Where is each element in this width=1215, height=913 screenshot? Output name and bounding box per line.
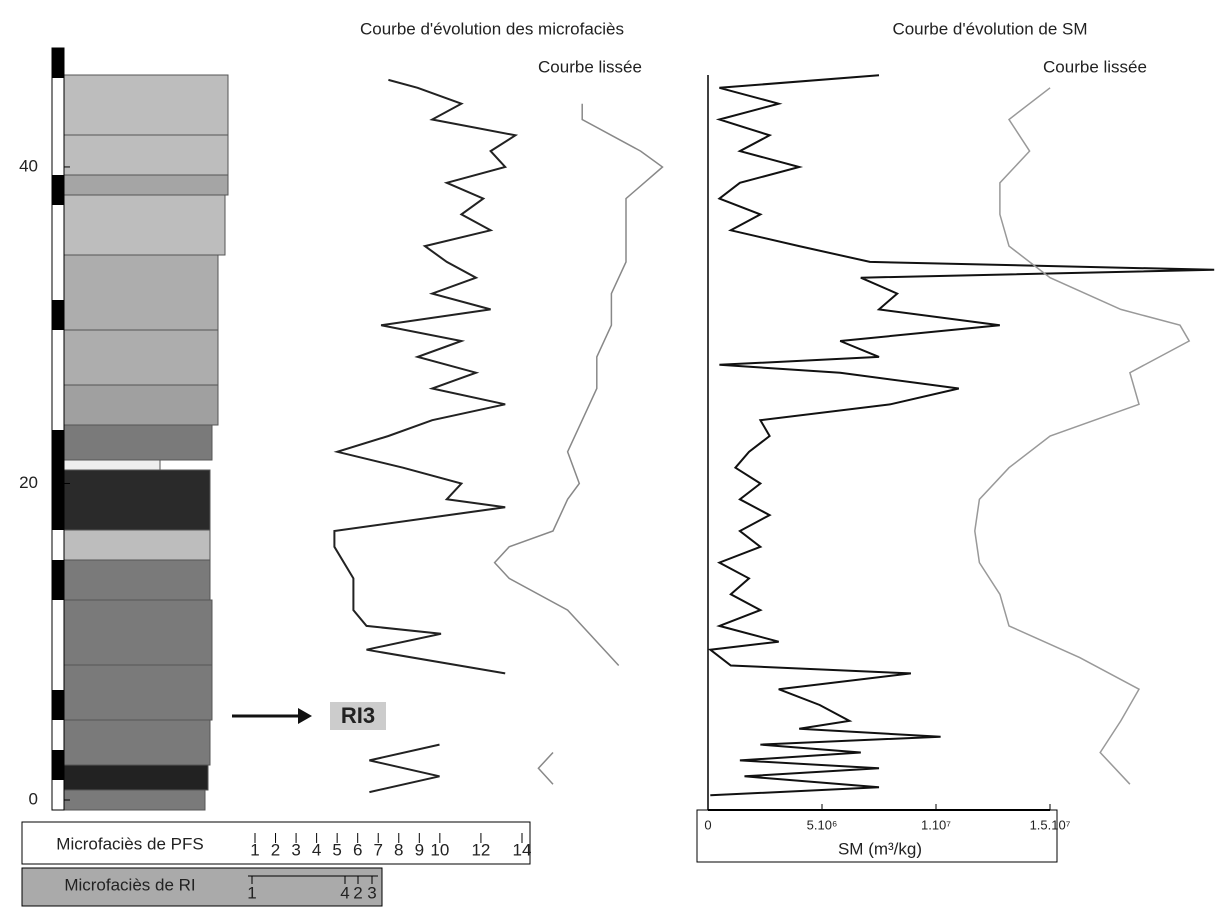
layer bbox=[63, 469, 211, 531]
layer bbox=[63, 329, 219, 386]
x-tick-label: 5.10⁶ bbox=[807, 817, 838, 832]
layer bbox=[63, 529, 211, 561]
depth-bar-seg bbox=[52, 560, 64, 600]
chart-title: Courbe d'évolution de SM bbox=[892, 19, 1087, 38]
x-tick-label: 1.10⁷ bbox=[921, 817, 951, 832]
series-line bbox=[493, 103, 664, 785]
x-tick-label: 6 bbox=[353, 840, 362, 859]
ri-scale-box bbox=[21, 867, 383, 907]
x-tick-label: 14 bbox=[513, 840, 532, 859]
x-tick-label: 10 bbox=[430, 840, 449, 859]
x-tick-label: 9 bbox=[415, 840, 424, 859]
depth-bar-seg bbox=[52, 48, 64, 78]
x-tick-label: 4 bbox=[312, 840, 321, 859]
y-tick-label: 40 bbox=[19, 156, 38, 175]
series-line bbox=[974, 87, 1191, 785]
x-tick-label: 0 bbox=[704, 817, 711, 832]
y-tick-label: 20 bbox=[19, 473, 38, 492]
layer bbox=[63, 194, 226, 256]
depth-bar-seg bbox=[52, 175, 64, 205]
sm-scale-box bbox=[696, 809, 1058, 863]
x2-tick-label: 4 bbox=[340, 883, 349, 902]
depth-bar-seg bbox=[52, 690, 64, 720]
layer bbox=[63, 174, 229, 196]
layer bbox=[63, 664, 213, 721]
x-tick-label: 7 bbox=[373, 840, 382, 859]
x-tick-label: 2 bbox=[271, 840, 280, 859]
layer bbox=[63, 254, 219, 331]
series-line bbox=[333, 78, 519, 794]
x-axis-label: Microfaciès de PFS bbox=[56, 834, 203, 853]
chart-title: Courbe d'évolution des microfaciès bbox=[360, 19, 624, 38]
x-tick-label: 12 bbox=[471, 840, 490, 859]
x-tick-label: 1.5.10⁷ bbox=[1030, 817, 1071, 832]
layer bbox=[63, 384, 219, 426]
layer bbox=[63, 764, 209, 791]
x-axis-label: SM (m³/kg) bbox=[838, 839, 922, 858]
depth-bar-seg bbox=[52, 300, 64, 330]
legend-label: Courbe lissée bbox=[1043, 57, 1147, 76]
layer bbox=[63, 134, 229, 176]
series-line bbox=[707, 74, 1215, 797]
layer bbox=[63, 74, 229, 136]
layer bbox=[63, 599, 213, 666]
x2-tick-label: 1 bbox=[247, 883, 256, 902]
x2-tick-label: 3 bbox=[367, 883, 376, 902]
arrow-head bbox=[298, 708, 312, 724]
depth-bar-seg bbox=[52, 430, 64, 530]
x-tick-label: 1 bbox=[250, 840, 259, 859]
y-tick-label: 0 bbox=[29, 789, 38, 808]
layer bbox=[63, 789, 206, 811]
legend-label: Courbe lissée bbox=[538, 57, 642, 76]
annotation-box bbox=[330, 702, 386, 730]
depth-bar-seg bbox=[52, 750, 64, 780]
annotation: RI3 bbox=[341, 703, 375, 728]
layer bbox=[63, 424, 213, 461]
layer bbox=[63, 719, 211, 766]
x2-axis-label: Microfaciès de RI bbox=[64, 875, 195, 894]
x-tick-label: 8 bbox=[394, 840, 403, 859]
layer bbox=[63, 459, 161, 471]
x-tick-label: 3 bbox=[291, 840, 300, 859]
layer bbox=[63, 559, 211, 601]
strat-column bbox=[51, 47, 229, 811]
x2-tick-label: 2 bbox=[353, 883, 362, 902]
x-tick-label: 5 bbox=[332, 840, 341, 859]
